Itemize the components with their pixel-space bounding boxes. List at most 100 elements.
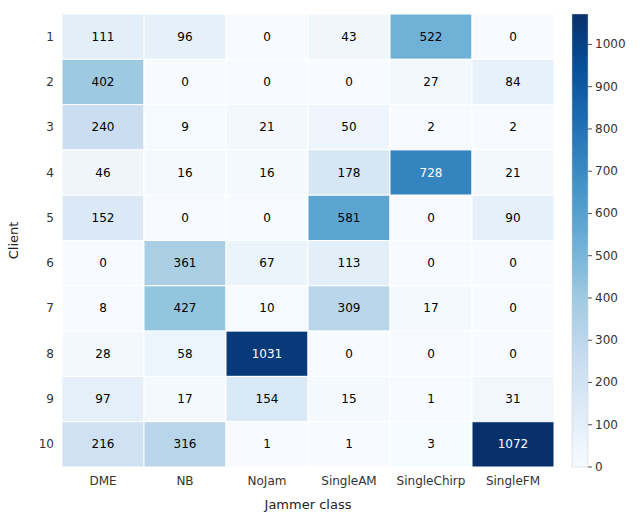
heatmap-cell (226, 150, 308, 195)
colorbar-tick-label: 0 (595, 460, 603, 474)
cell-label: 0 (263, 30, 271, 44)
x-axis-label: Jammer class (264, 497, 352, 512)
heatmap-cell (62, 59, 144, 104)
heatmap-cell (144, 241, 226, 286)
cell-label: 113 (338, 256, 361, 270)
cell-label: 10 (259, 301, 274, 315)
cell-label: 154 (256, 392, 279, 406)
y-tick-label: 9 (46, 392, 54, 406)
x-tick-label: SingleAM (321, 474, 376, 488)
y-tick-label: 2 (46, 75, 54, 89)
colorbar-tick (588, 467, 592, 468)
cell-label: 1 (263, 437, 271, 451)
cell-label: 17 (177, 392, 192, 406)
cell-label: 28 (95, 347, 110, 361)
heatmap-cell (144, 195, 226, 240)
cell-label: 0 (509, 256, 517, 270)
cell-label: 46 (95, 166, 110, 180)
colorbar-scale (572, 14, 588, 467)
colorbar-tick (588, 297, 592, 298)
cell-label: 0 (509, 347, 517, 361)
heatmap-cell (226, 14, 308, 59)
cell-label: 0 (509, 301, 517, 315)
heatmap-cell (308, 286, 390, 331)
chart: 1119604352204020002784240921502246161617… (0, 0, 640, 519)
heatmap-cell (472, 195, 554, 240)
x-tick-label: NB (176, 474, 193, 488)
heatmap-cell (472, 241, 554, 286)
cell-label: 21 (505, 166, 520, 180)
heatmap-cell (226, 286, 308, 331)
colorbar-tick-label: 1000 (595, 37, 626, 51)
colorbar-tick-label: 800 (595, 122, 618, 136)
x-tick-label: SingleChirp (397, 474, 466, 488)
heatmap-cell (472, 286, 554, 331)
cell-label: 27 (423, 75, 438, 89)
heatmap-cell (390, 105, 472, 150)
cell-label: 21 (259, 120, 274, 134)
heatmap-cell (226, 376, 308, 421)
heatmap-cell (144, 376, 226, 421)
colorbar-tick-label: 500 (595, 249, 618, 263)
cell-label: 58 (177, 347, 192, 361)
cell-label: 0 (181, 75, 189, 89)
heatmap-cell (308, 14, 390, 59)
cell-label: 17 (423, 301, 438, 315)
cell-label: 90 (505, 211, 520, 225)
heatmap-cell (472, 150, 554, 195)
heatmap-cell (144, 14, 226, 59)
heatmap-cell (144, 422, 226, 467)
heatmap-cell (308, 422, 390, 467)
colorbar-tick-label: 900 (595, 80, 618, 94)
heatmap-cell (308, 331, 390, 376)
heatmap-cell (62, 150, 144, 195)
cell-label: 152 (92, 211, 115, 225)
cell-label: 216 (92, 437, 115, 451)
heatmap-cell (472, 105, 554, 150)
cell-label: 1031 (252, 347, 283, 361)
cell-label: 0 (345, 75, 353, 89)
y-axis-label: Client (6, 222, 21, 260)
heatmap-cell (472, 331, 554, 376)
cell-label: 309 (338, 301, 361, 315)
cell-label: 1 (427, 392, 435, 406)
colorbar-tick-label: 400 (595, 291, 618, 305)
colorbar: 01002003004005006007008009001000 (572, 14, 626, 474)
x-tick-label: NoJam (248, 474, 287, 488)
heatmap-cell (62, 331, 144, 376)
y-tick-label: 1 (46, 30, 54, 44)
heatmap-cell (62, 241, 144, 286)
y-tick-label: 7 (46, 301, 54, 315)
heatmap-cell (144, 331, 226, 376)
heatmap-cell (62, 286, 144, 331)
cell-label: 402 (92, 75, 115, 89)
heatmap-cell (308, 150, 390, 195)
heatmap-cell (472, 14, 554, 59)
y-axis: 12345678910Client (6, 30, 54, 452)
heatmap-cell (226, 105, 308, 150)
cell-label: 1 (345, 437, 353, 451)
heatmap-cell (62, 14, 144, 59)
colorbar-tick (588, 255, 592, 256)
heatmap-cell (390, 422, 472, 467)
colorbar-tick-label: 700 (595, 164, 618, 178)
cell-label: 316 (174, 437, 197, 451)
colorbar-tick-label: 600 (595, 206, 618, 220)
heatmap-cell (390, 286, 472, 331)
cell-label: 50 (341, 120, 356, 134)
cell-label: 111 (92, 30, 115, 44)
heatmap-cell (308, 105, 390, 150)
colorbar-tick-label: 200 (595, 375, 618, 389)
cell-label: 581 (338, 211, 361, 225)
cell-label: 427 (174, 301, 197, 315)
cell-label: 728 (420, 166, 443, 180)
heatmap-cell (308, 376, 390, 421)
heatmap-cell (472, 422, 554, 467)
colorbar-tick (588, 171, 592, 172)
heatmap-cell (62, 376, 144, 421)
heatmap-cell (390, 331, 472, 376)
colorbar-tick (588, 340, 592, 341)
x-tick-label: DME (89, 474, 116, 488)
y-tick-label: 4 (46, 166, 54, 180)
cell-label: 16 (177, 166, 192, 180)
